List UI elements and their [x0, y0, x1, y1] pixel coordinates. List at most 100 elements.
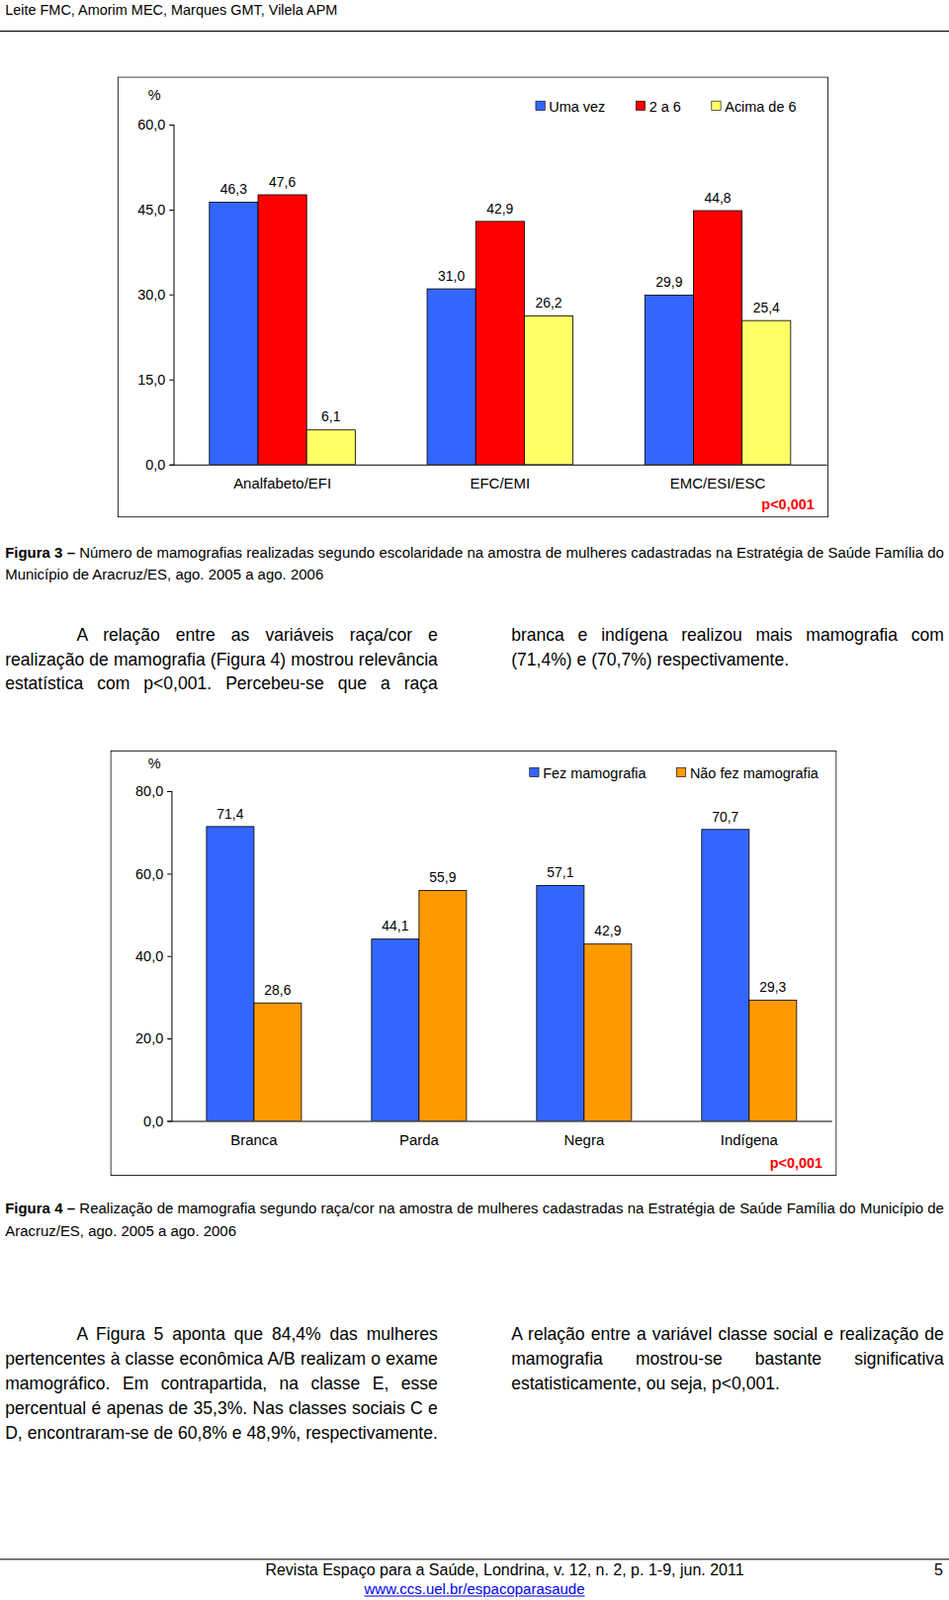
legend-label: Fez mamografia — [542, 765, 647, 781]
x-tick: Indígena — [720, 1120, 779, 1147]
data-label: 42,9 — [486, 200, 514, 217]
caption-label: Figura 3 – — [4, 543, 76, 561]
tick-mark — [169, 464, 173, 466]
chart: 0,0 15,0 30,0 45,0 60,0 Analfabeto/EFI EFC/EMI… — [117, 76, 830, 518]
footer-journal: Revista Espaço para a Saúde, Londrina, v… — [264, 1559, 744, 1579]
tick-mark — [169, 124, 173, 126]
caption-label: Figura 4 – — [4, 1200, 76, 1217]
tick-mark — [167, 1120, 172, 1122]
y-axis-title: % — [148, 86, 162, 103]
caption-text: Realização de mamografia segundo raça/co… — [4, 1200, 945, 1239]
data-label: 31,0 — [437, 267, 465, 284]
bar — [523, 316, 573, 465]
legend-swatch — [635, 100, 645, 110]
y-tick: 0,0 — [145, 456, 173, 473]
chart: 0,0 20,0 40,0 60,0 80,0 Branca Parda Negra Indíg… — [109, 750, 837, 1176]
bar — [742, 320, 791, 465]
tick-label: 40,0 — [135, 948, 164, 964]
legend-label: Acima de 6 — [724, 98, 796, 115]
y-tick: 60,0 — [135, 865, 172, 882]
bar — [254, 1002, 302, 1121]
data-label: 29,9 — [655, 273, 683, 290]
tick-mark — [167, 790, 172, 792]
legend: Fez mamografia Não fez mamografia — [529, 765, 820, 781]
bar — [258, 194, 307, 465]
bar — [306, 430, 355, 465]
y-axis: 0,0 15,0 30,0 45,0 60,0 — [137, 116, 174, 473]
footer-url: www.ccs.uel.br/espacoparasaude — [321, 1580, 628, 1598]
y-axis: 0,0 20,0 40,0 60,0 80,0 — [135, 782, 173, 1128]
x-tick: EMC/ESI/ESC — [670, 464, 767, 492]
y-axis-title: % — [148, 755, 162, 772]
page: Leite FMC, Amorim MEC, Marques GMT, Vile… — [0, 0, 949, 1600]
bar — [427, 288, 476, 465]
header-rule — [0, 30, 949, 32]
legend-swatch — [535, 100, 545, 110]
category-label: Indígena — [720, 1130, 779, 1148]
tick-label: 80,0 — [135, 782, 164, 799]
annotation: p<0,001 — [761, 496, 814, 513]
data-label: 28,6 — [263, 981, 291, 998]
legend-swatch — [529, 767, 539, 777]
caption-text: Número de mamografias realizadas segundo… — [4, 543, 945, 583]
axis-line — [173, 464, 828, 466]
bar — [206, 826, 255, 1122]
body-paragraph: A relação entre as variáveis raça/cor e … — [4, 623, 945, 696]
legend-item: Acima de 6 — [711, 98, 797, 115]
x-axis: Analfabeto/EFI EFC/EMI EMC/ESI/ESC — [173, 464, 828, 492]
data-label: 29,3 — [759, 978, 786, 995]
category-label: EMC/ESI/ESC — [670, 474, 767, 492]
data-label: 26,2 — [534, 294, 562, 311]
tick-mark — [167, 955, 172, 957]
bar — [692, 210, 742, 465]
legend-swatch — [711, 100, 721, 110]
data-label: 47,6 — [268, 173, 296, 190]
tick-label: 60,0 — [137, 116, 166, 133]
y-tick: 20,0 — [135, 1030, 172, 1046]
y-tick: 80,0 — [135, 782, 172, 799]
bar — [584, 944, 632, 1122]
tick-mark — [167, 1037, 172, 1039]
x-tick: EFC/EMI — [469, 464, 530, 492]
legend-label: Não fez mamografia — [690, 765, 820, 781]
legend-item: 2 a 6 — [635, 98, 682, 115]
tick-mark — [169, 294, 173, 296]
figure-caption: Figura 4 – Realização de mamografia segu… — [4, 1197, 945, 1242]
chart-frame — [110, 750, 837, 1175]
data-label: 71,4 — [216, 805, 244, 822]
legend-label: Uma vez — [548, 98, 605, 115]
data-label: 42,9 — [594, 922, 621, 939]
legend-swatch — [676, 767, 686, 777]
y-tick: 60,0 — [137, 116, 173, 133]
data-label: 70,7 — [711, 808, 739, 825]
category-label: Branca — [230, 1130, 278, 1148]
figure-caption: Figura 3 – Número de mamografias realiza… — [4, 540, 945, 586]
x-tick: Analfabeto/EFI — [233, 464, 332, 492]
running-header: Leite FMC, Amorim MEC, Marques GMT, Vile… — [4, 1, 338, 19]
bar — [644, 294, 693, 464]
body-paragraph: A Figura 5 aponta que 84,4% das mulheres… — [4, 1322, 945, 1446]
axis-line — [167, 791, 173, 1122]
bars — [206, 826, 797, 1122]
data-label: 6,1 — [321, 408, 342, 425]
bar — [536, 884, 585, 1121]
data-labels: 71,444,157,170,728,655,942,929,3 — [216, 805, 786, 998]
tick-label: 45,0 — [137, 201, 166, 218]
category-label: Analfabeto/EFI — [233, 474, 332, 492]
bars — [209, 194, 791, 465]
page-number: 5 — [934, 1559, 944, 1579]
tick-mark — [169, 209, 173, 211]
axis-line — [172, 1120, 833, 1122]
tick-mark — [169, 379, 173, 381]
tick-label: 20,0 — [135, 1030, 164, 1046]
x-tick: Parda — [399, 1120, 440, 1147]
bar — [701, 829, 750, 1122]
y-tick: 15,0 — [137, 371, 173, 388]
tick-label: 30,0 — [137, 286, 166, 303]
category-label: Parda — [399, 1130, 440, 1148]
category-label: Negra — [563, 1130, 604, 1148]
legend-item: Fez mamografia — [529, 765, 648, 781]
tick-label: 0,0 — [143, 1113, 164, 1129]
chart-frame — [117, 77, 828, 518]
category-label: EFC/EMI — [469, 474, 530, 492]
